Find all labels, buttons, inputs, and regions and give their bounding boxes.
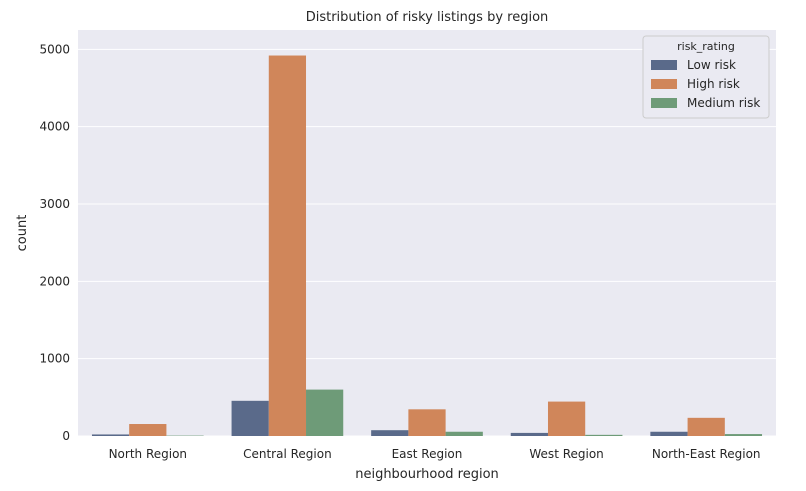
y-tick-labels: 0 1000 2000 3000 4000 5000 — [39, 42, 70, 443]
legend-items: Low risk High risk Medium risk — [651, 58, 760, 110]
legend-swatch-2 — [651, 98, 677, 108]
x-tick-label-3: West Region — [529, 447, 603, 461]
legend: risk_rating Low risk High risk Medium risk — [642, 35, 770, 119]
x-axis-label: neighbourhood region — [355, 467, 499, 482]
x-tick-label-1: Central Region — [243, 447, 332, 461]
bar-west-region-high-risk — [547, 401, 586, 436]
bars — [91, 55, 763, 437]
y-axis-label: count — [15, 215, 30, 252]
legend-label-2: Medium risk — [687, 96, 760, 110]
bar-north-east-region-low-risk — [650, 431, 688, 436]
legend-box — [642, 35, 770, 119]
bar-west-region-medium-risk — [585, 434, 623, 436]
legend-label-0: Low risk — [687, 58, 736, 72]
bar-central-region-high-risk — [268, 55, 307, 437]
legend-title: risk_rating — [677, 40, 735, 53]
bar-north-region-high-risk — [129, 424, 167, 436]
bar-north-east-region-medium-risk — [724, 434, 763, 436]
y-tick-label-1000: 1000 — [39, 352, 70, 366]
bar-east-region-medium-risk — [445, 431, 483, 436]
y-tick-label-4000: 4000 — [39, 120, 70, 134]
bar-central-region-low-risk — [231, 400, 269, 436]
x-tick-label-2: East Region — [392, 447, 463, 461]
bar-north-east-region-high-risk — [687, 417, 725, 436]
y-tick-label-5000: 5000 — [39, 42, 70, 56]
legend-swatch-1 — [651, 79, 677, 89]
x-tick-label-0: North Region — [109, 447, 187, 461]
bar-central-region-medium-risk — [306, 389, 344, 436]
legend-swatch-0 — [651, 60, 677, 70]
x-tick-labels: North Region Central Region East Region Wes… — [109, 447, 761, 461]
y-tick-label-0: 0 — [62, 429, 70, 443]
chart-title: Distribution of risky listings by region — [306, 10, 549, 25]
y-tick-label-2000: 2000 — [39, 274, 70, 288]
bar-east-region-high-risk — [408, 409, 446, 436]
x-tick-label-4: North-East Region — [652, 447, 761, 461]
y-tick-label-3000: 3000 — [39, 197, 70, 211]
bar-west-region-low-risk — [510, 432, 548, 436]
bar-east-region-low-risk — [371, 430, 409, 436]
bar-north-region-low-risk — [91, 434, 130, 436]
legend-label-1: High risk — [687, 77, 740, 91]
